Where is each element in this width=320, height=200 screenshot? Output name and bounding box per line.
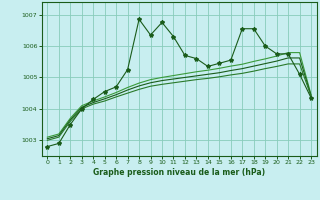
X-axis label: Graphe pression niveau de la mer (hPa): Graphe pression niveau de la mer (hPa) bbox=[93, 168, 265, 177]
